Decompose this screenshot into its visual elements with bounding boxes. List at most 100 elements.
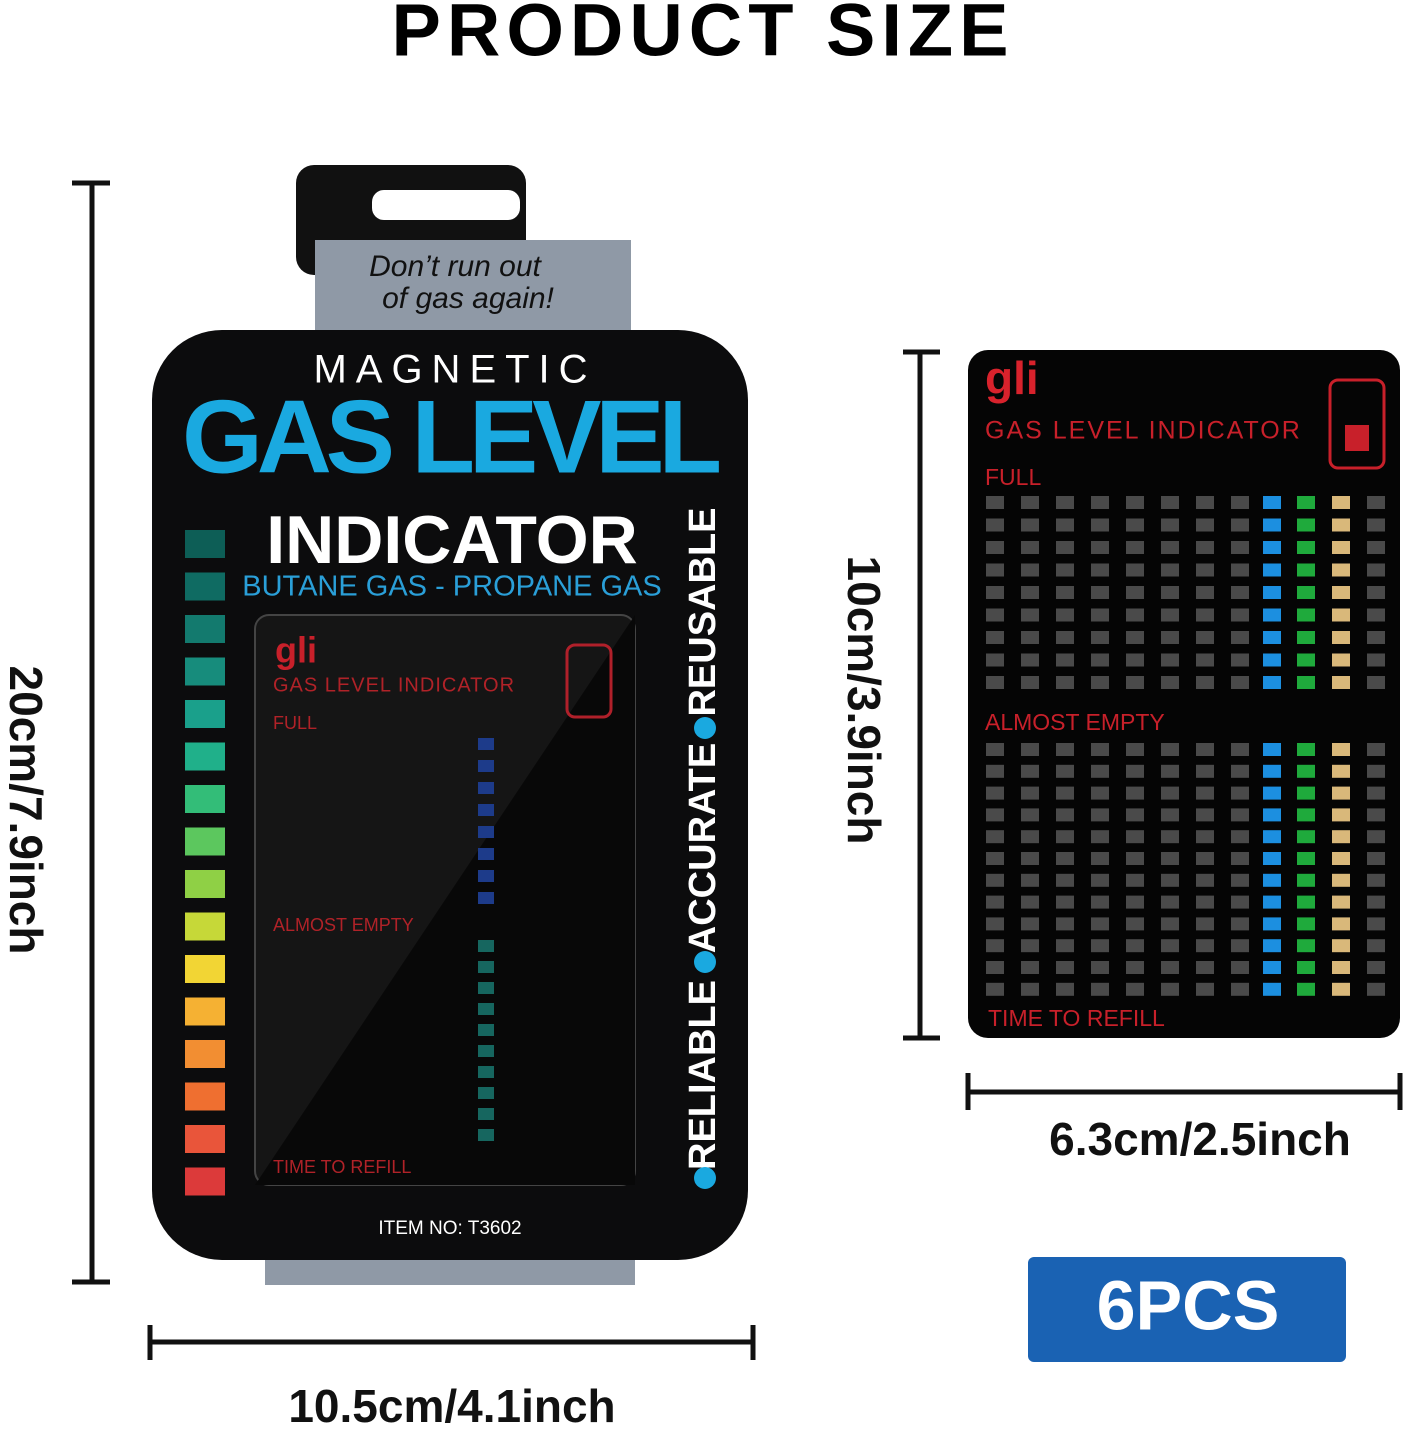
grid-square [1332,830,1350,844]
grid-square [1196,541,1214,554]
grid-square [1056,541,1074,554]
grid-square [1126,631,1144,644]
grid-square [1091,676,1109,689]
tagline: of gas again! [382,282,554,315]
grid-square [1091,786,1109,800]
grid-square [1297,563,1315,577]
grid-square [478,738,494,750]
grid-square [1056,961,1074,974]
grid-square [986,676,1004,689]
grid-square [1263,653,1281,667]
card-width: 6.3cm/2.5inch [1049,1113,1351,1165]
grid-square [185,827,225,856]
grid-square [1332,895,1350,909]
grid-square [1196,917,1214,931]
grid-square [986,764,1004,778]
grid-square [986,496,1004,509]
card-almost-empty: ALMOST EMPTY [985,709,1165,735]
grid-square [1056,676,1074,689]
grid-square [1332,939,1350,953]
package-height: 20cm/7.9inch [0,666,52,955]
grid-square [1056,764,1074,778]
grid-square [1297,808,1315,822]
grid-square [1021,830,1039,844]
grid-square [1161,873,1179,887]
grid-square [1091,852,1109,865]
item-no: ITEM NO: T3602 [378,1218,521,1239]
card-title: GAS LEVEL INDICATOR [985,417,1302,445]
card-almost-empty: ALMOST EMPTY [273,915,414,935]
grid-square [1332,764,1350,778]
grid-square [1126,608,1144,622]
grid-square [1161,808,1179,822]
grid-square [1297,676,1315,689]
grid-square [1196,808,1214,822]
grid-square [1196,631,1214,644]
grid-square [1332,653,1350,667]
grid-square [1332,852,1350,865]
grid-square [1126,743,1144,756]
grid-square [1161,653,1179,667]
grid-square [1263,563,1281,577]
indicator-card [968,350,1400,1038]
grid-square [185,615,225,643]
grid-square [1056,631,1074,644]
grid-square [1332,541,1350,554]
grid-square [986,586,1004,599]
grid-square [1091,743,1109,756]
grid-square [986,852,1004,865]
grid-square [1263,518,1281,532]
badge-text: 6PCS [1097,1266,1280,1344]
grid-square [1231,518,1249,532]
grid-square [1021,852,1039,865]
grid-square [1297,518,1315,532]
grid-square [1297,631,1315,644]
grid-square [478,982,494,994]
bullet [694,717,716,739]
grid-square [478,760,494,772]
grid-square [1196,608,1214,622]
grid-square [1021,743,1039,756]
grid-square [1367,939,1385,953]
grid-square [1231,653,1249,667]
grid-square [1297,496,1315,509]
grid-square [1021,982,1039,996]
grid-square [1263,808,1281,822]
grid-square [185,785,225,813]
grid-square [1367,631,1385,644]
grid-square [1196,586,1214,599]
grid-square [986,939,1004,953]
inner-grid [478,738,494,1141]
cylinder-fill [1345,425,1369,451]
grid-square [1196,653,1214,667]
grid-square [1231,563,1249,577]
grid-square [1196,786,1214,800]
grid-square [1231,852,1249,865]
grid-square [1367,830,1385,844]
grid-square [1091,653,1109,667]
grid-square [1091,563,1109,577]
grid-square [1126,676,1144,689]
grid-square [1126,939,1144,953]
grid-square [1263,631,1281,644]
grid-square [478,826,494,838]
grid-square [1367,653,1385,667]
grid-square [1367,676,1385,689]
grid-square [1091,764,1109,778]
grid-square [1056,563,1074,577]
grid-square [1126,653,1144,667]
grid-square [1263,852,1281,865]
grid-square [1091,608,1109,622]
grid-square [1332,808,1350,822]
grid-square [1161,608,1179,622]
grid-square [1297,895,1315,909]
grid-square [478,870,494,882]
grid-square [1367,496,1385,509]
grid-square [1263,676,1281,689]
grid-square [1263,608,1281,622]
grid-square [1332,631,1350,644]
grid-square [1161,982,1179,996]
grid-square [1021,676,1039,689]
grid-square [185,1040,225,1068]
grid-square [1297,608,1315,622]
